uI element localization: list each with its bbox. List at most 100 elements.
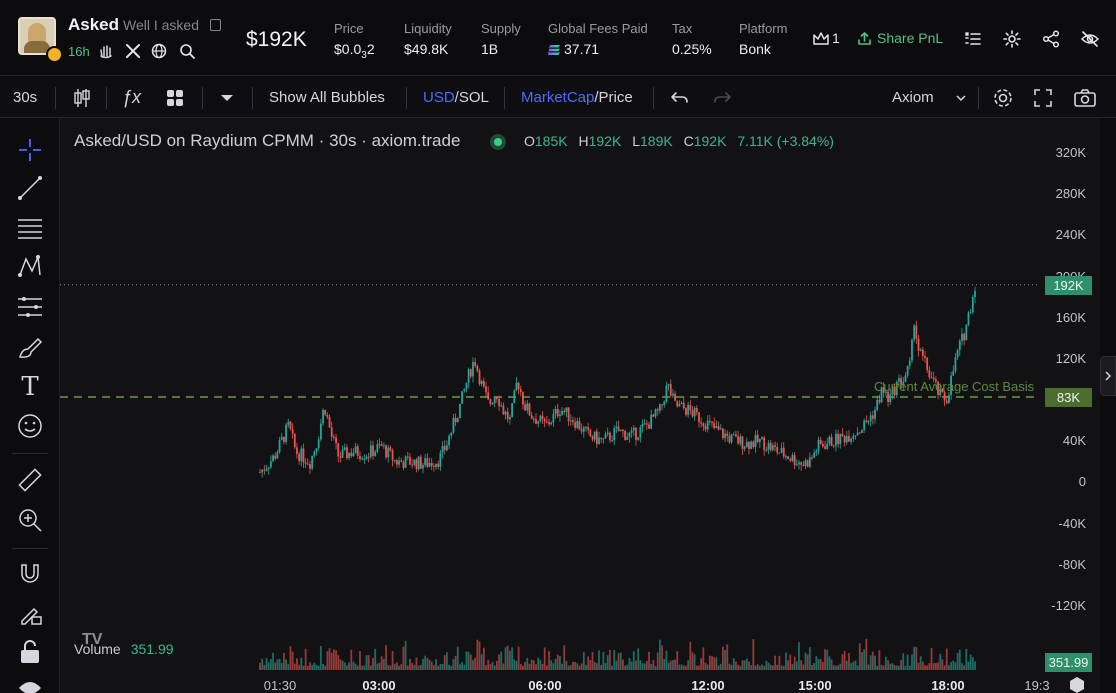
eye-icon[interactable] <box>16 674 44 693</box>
candle-body <box>645 423 648 425</box>
volume-bar <box>902 653 905 670</box>
theme-selector[interactable]: Axiom <box>892 77 966 118</box>
toolbar-divider <box>653 87 654 109</box>
search-icon[interactable] <box>178 42 196 60</box>
interval-selector[interactable]: 30s <box>13 89 38 106</box>
volume-bar <box>385 645 387 670</box>
toolbar-divider <box>504 87 505 109</box>
volume-bar <box>932 663 935 670</box>
share-icon[interactable] <box>1041 29 1061 49</box>
candle-body <box>624 430 627 440</box>
candle-body <box>769 442 772 451</box>
lock-icon[interactable] <box>16 638 44 666</box>
candle-body <box>654 409 657 417</box>
copy-icon[interactable] <box>210 19 221 31</box>
candle-body <box>482 380 485 387</box>
horizontal-lines-icon[interactable] <box>16 214 44 242</box>
token-avatar[interactable] <box>18 17 56 55</box>
candle-body <box>813 452 816 458</box>
candle-body <box>780 447 783 453</box>
chevron-down-icon[interactable] <box>219 77 235 118</box>
volume-bar <box>441 663 444 670</box>
candle-body <box>754 434 757 447</box>
sol-option[interactable]: /SOL <box>454 89 489 106</box>
crown-icon[interactable] <box>812 31 830 47</box>
candle-body <box>600 437 603 440</box>
dev-hand-icon[interactable] <box>97 42 115 60</box>
candle-body <box>717 426 720 430</box>
gear-icon[interactable] <box>1002 29 1022 49</box>
mcap-price-toggle[interactable]: MarketCap/Price <box>521 77 633 118</box>
stat-tax-label: Tax <box>672 21 693 36</box>
projection-icon[interactable] <box>16 293 44 321</box>
candle-body <box>674 393 676 401</box>
candle-body <box>550 422 553 425</box>
globe-icon[interactable] <box>150 42 168 60</box>
candle-body <box>867 421 870 423</box>
volume-bar <box>895 665 898 670</box>
volume-bar <box>632 651 635 670</box>
price-axis[interactable]: 320K280K240K200K160K120K80K40K0-40K-80K-… <box>1040 118 1100 693</box>
volume-bar <box>485 665 487 670</box>
volume-bar <box>926 665 929 670</box>
redo-icon[interactable] <box>712 77 732 118</box>
x-twitter-icon[interactable] <box>124 42 142 60</box>
volume-bar <box>319 645 322 670</box>
settings-hex-icon[interactable] <box>1068 676 1086 693</box>
crosshair-icon[interactable] <box>16 136 44 164</box>
volume-bar <box>611 665 613 670</box>
list-settings-icon[interactable] <box>963 29 983 49</box>
price-chart[interactable]: Asked/USD on Raydium CPMM · 30s · axiom.… <box>60 118 1100 693</box>
indicators-icon[interactable]: ƒx <box>122 87 142 107</box>
show-all-bubbles-button[interactable]: Show All Bubbles <box>269 89 385 106</box>
candle-body <box>806 460 809 467</box>
volume-bar <box>798 642 800 670</box>
usd-option[interactable]: USD <box>423 89 455 106</box>
candle-body <box>619 429 622 432</box>
price-tick-label: -80K <box>1058 556 1086 572</box>
drawing-tools-rail: T <box>0 118 60 693</box>
trend-line-icon[interactable] <box>16 174 44 202</box>
candle-body <box>402 462 405 468</box>
candle-body <box>908 360 911 366</box>
candle-body <box>824 446 826 449</box>
magnet-icon[interactable] <box>16 559 44 587</box>
chart-canvas[interactable] <box>60 118 1040 693</box>
volume-bar <box>454 655 457 670</box>
layouts-icon[interactable] <box>165 77 185 118</box>
expand-panel-button[interactable] <box>1100 356 1116 396</box>
volume-bar <box>350 649 353 670</box>
fullscreen-icon[interactable] <box>1033 77 1053 118</box>
volume-bar <box>637 648 640 670</box>
marketcap-option[interactable]: MarketCap <box>521 89 595 106</box>
price-option[interactable]: /Price <box>594 89 633 106</box>
candle-body <box>695 407 698 413</box>
volume-bar <box>578 665 581 670</box>
tradingview-logo[interactable]: TV <box>82 631 103 648</box>
candle-body <box>871 415 874 419</box>
candle-body <box>615 426 618 429</box>
volume-bar <box>478 641 481 670</box>
undo-icon[interactable] <box>670 77 690 118</box>
candle-body <box>291 428 294 434</box>
volume-bar <box>548 651 550 670</box>
currency-toggle[interactable]: USD/SOL <box>423 77 489 118</box>
zoom-in-icon[interactable] <box>16 506 44 534</box>
pattern-icon[interactable] <box>16 253 44 281</box>
lock-drawing-icon[interactable] <box>16 599 44 627</box>
brush-icon[interactable] <box>16 333 44 361</box>
emoji-icon[interactable] <box>16 412 44 440</box>
share-pnl-button[interactable]: Share PnL <box>857 30 943 46</box>
volume-bar <box>769 664 772 670</box>
time-tick-label: 01:30 <box>263 678 297 693</box>
text-tool-icon[interactable]: T <box>21 372 39 402</box>
camera-icon[interactable] <box>1073 77 1097 118</box>
ruler-icon[interactable] <box>16 466 44 494</box>
volume-bar <box>378 662 381 670</box>
volume-bar <box>669 660 672 670</box>
chart-settings-icon[interactable] <box>992 77 1014 118</box>
eye-off-icon[interactable] <box>1080 29 1100 49</box>
candles-icon[interactable] <box>72 77 92 118</box>
volume-bar <box>730 664 733 670</box>
volume-bar <box>958 649 961 670</box>
